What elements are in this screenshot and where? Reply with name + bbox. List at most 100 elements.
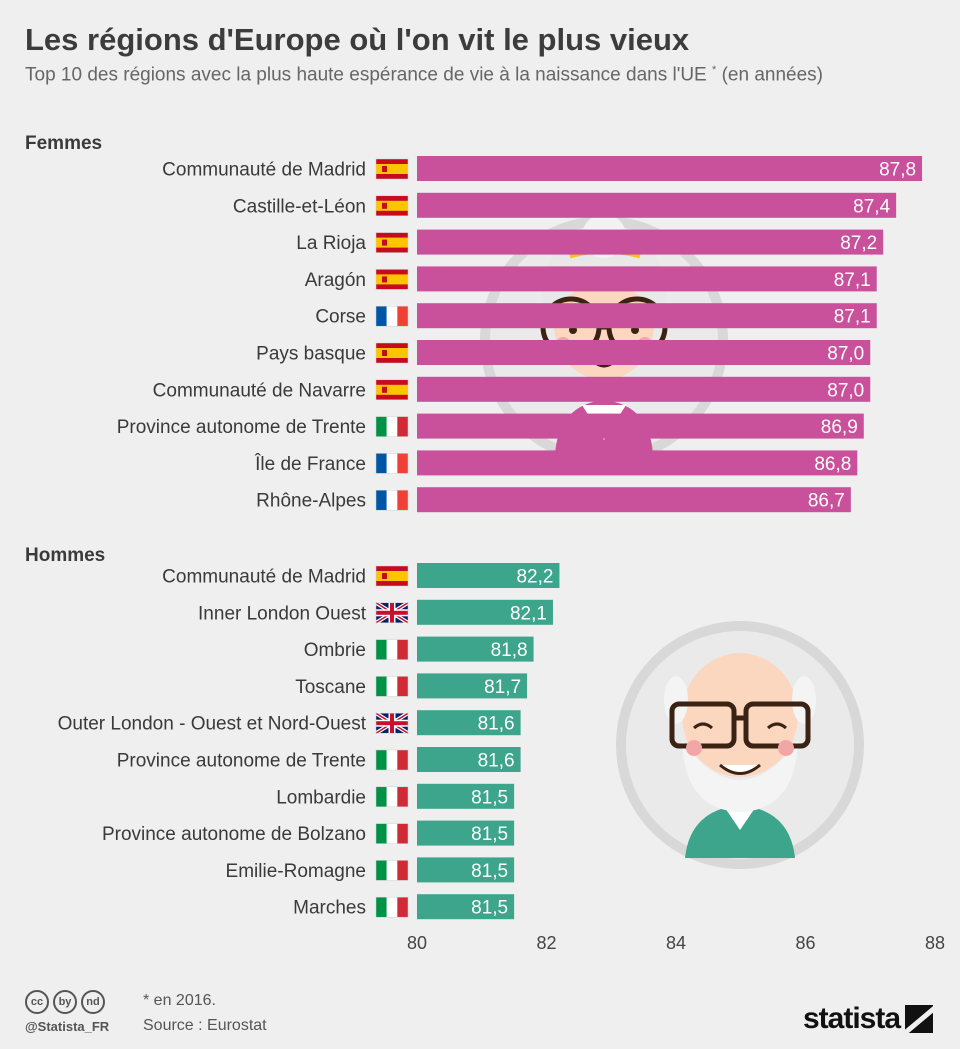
data-label: 81,5 — [471, 824, 508, 845]
data-label: 87,0 — [827, 380, 864, 401]
flag-stripe — [376, 237, 408, 248]
flag-stripe — [386, 676, 398, 697]
flag-stripe — [397, 750, 408, 770]
data-label: 81,6 — [478, 751, 515, 772]
page-subtitle: Top 10 des régions avec la plus haute es… — [25, 64, 823, 86]
flag-es-icon — [375, 342, 409, 364]
flag-border — [375, 416, 409, 437]
data-label: 81,6 — [478, 714, 515, 735]
bar — [417, 563, 560, 588]
flag-stripe — [376, 416, 387, 437]
flag-stripe — [397, 860, 408, 881]
bar — [417, 192, 897, 218]
data-label: 87,1 — [834, 307, 871, 328]
flag-stripe — [386, 823, 398, 844]
statista-logo: statista — [803, 1002, 934, 1036]
flag-border — [375, 676, 409, 697]
category-label: Corse — [315, 307, 366, 328]
flag-stripe — [376, 453, 387, 474]
data-label: 81,5 — [471, 898, 508, 919]
bar — [417, 229, 884, 255]
data-label: 87,8 — [879, 160, 916, 181]
flag-border — [375, 565, 409, 587]
flag-stripe — [376, 348, 408, 358]
bar — [417, 266, 877, 292]
flag-stripe — [376, 571, 408, 581]
flag-border — [375, 489, 409, 511]
flag-stripe — [397, 823, 408, 844]
flag-emblem — [382, 166, 387, 172]
category-label: Inner London Ouest — [198, 603, 367, 624]
source-note: Source : Eurostat — [143, 1017, 267, 1034]
flag-stripe — [376, 200, 408, 211]
category-label: Ombrie — [304, 640, 366, 661]
data-label: 87,1 — [834, 270, 871, 291]
flag-stripe — [376, 384, 408, 395]
flag-stripe — [376, 676, 387, 697]
flag-emblem — [382, 239, 387, 246]
flag-emblem — [382, 350, 387, 356]
flag-it-icon — [375, 860, 409, 881]
flag-stripe — [397, 306, 408, 327]
category-label: Castille-et-Léon — [233, 196, 366, 217]
category-label: Province autonome de Trente — [117, 417, 366, 438]
category-label: Aragón — [305, 270, 366, 291]
category-label: Rhône-Alpes — [256, 491, 366, 512]
flag-stripe — [376, 823, 387, 844]
category-label: Île de France — [254, 453, 366, 475]
category-label: Communauté de Madrid — [162, 160, 366, 181]
no-derivatives-icon: nd — [81, 990, 105, 1014]
flag-es-icon — [375, 379, 409, 401]
flag-it-icon — [375, 676, 409, 697]
x-tick-label: 82 — [536, 933, 556, 953]
bar — [417, 783, 515, 809]
category-label: Toscane — [295, 677, 366, 698]
flag-fr-icon — [375, 489, 409, 511]
data-label: 86,7 — [808, 491, 845, 512]
flag-stripe — [376, 897, 387, 918]
bar — [417, 673, 528, 699]
subtitle-unit: (en années) — [716, 64, 823, 86]
category-label: Marches — [293, 898, 366, 919]
flag-stripe — [386, 860, 398, 881]
category-label: La Rioja — [296, 233, 366, 254]
brand-name: statista — [803, 1002, 901, 1035]
flag-border — [375, 195, 409, 217]
flag-es-icon — [375, 565, 409, 587]
flag-uk-icon — [374, 601, 410, 625]
flag-fr-icon — [375, 453, 409, 474]
flag-es-icon — [375, 195, 409, 217]
bar — [417, 156, 923, 181]
x-tick-label: 86 — [795, 933, 815, 953]
data-label: 81,5 — [471, 787, 508, 808]
x-tick-label: 88 — [925, 933, 945, 953]
flag-border — [375, 232, 409, 253]
bar — [417, 636, 534, 662]
bar — [417, 413, 864, 439]
category-label: Province autonome de Bolzano — [102, 824, 366, 845]
flag-border — [375, 712, 409, 734]
twitter-handle: @Statista_FR — [25, 1019, 110, 1034]
flag-border — [375, 602, 409, 624]
flag-it-icon — [375, 639, 409, 660]
flag-border — [375, 860, 409, 881]
data-label: 86,9 — [821, 417, 858, 438]
flag-border — [375, 896, 409, 918]
bar — [417, 857, 515, 883]
flag-es-icon — [375, 158, 409, 180]
flag-stripe — [386, 306, 398, 327]
category-label: Lombardie — [276, 787, 366, 808]
flag-uk-icon — [374, 711, 410, 735]
flag-fr-icon — [375, 305, 409, 327]
flag-it-icon — [375, 416, 409, 437]
flag-stripe — [386, 453, 398, 474]
category-label: Province autonome de Trente — [117, 751, 366, 772]
flag-emblem — [382, 573, 387, 579]
flag-cross — [376, 610, 408, 615]
group-header-femmes: Femmes — [25, 133, 102, 154]
group-header-hommes: Hommes — [25, 545, 105, 566]
flag-stripe — [397, 676, 408, 697]
flag-border — [375, 269, 409, 290]
flag-stripe — [386, 897, 398, 918]
